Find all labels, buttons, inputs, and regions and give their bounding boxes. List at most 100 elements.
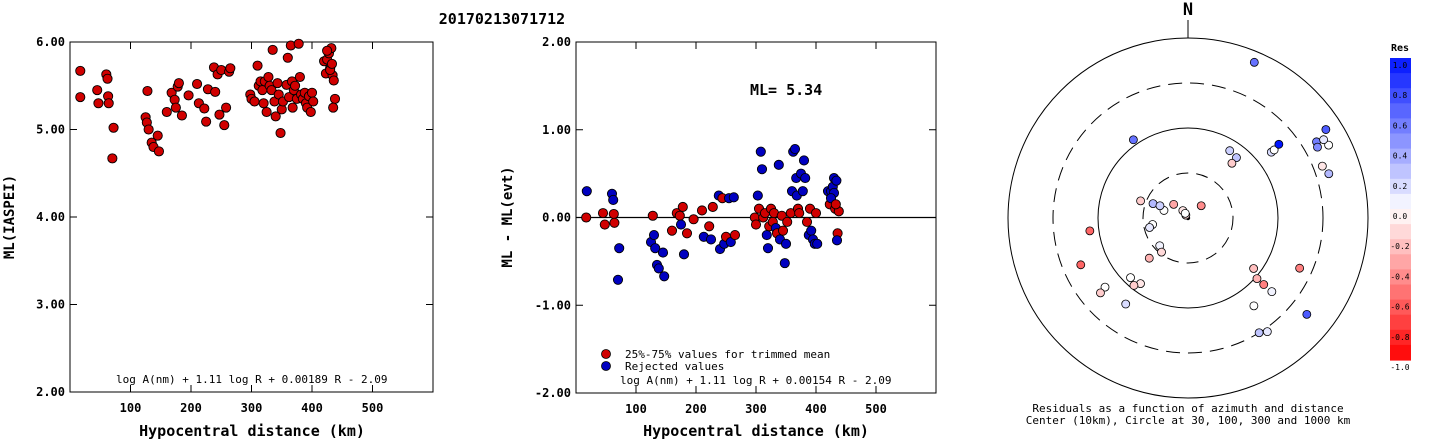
station-residual-point (1145, 223, 1154, 232)
colorbar-cell (1390, 239, 1411, 255)
y-tick-label: -1.00 (535, 298, 571, 312)
station-point (599, 219, 610, 230)
station-point (677, 201, 688, 213)
x-tick-label: 400 (301, 401, 323, 415)
station-point (647, 210, 658, 221)
panel1-points (75, 38, 341, 164)
station-residual-point (1126, 273, 1135, 283)
station-point (93, 98, 104, 109)
rejected-point (678, 249, 690, 260)
station-point (308, 96, 319, 107)
colorbar-ticks: 1.0 0.8 0.6 0.4 0.2 0.0 -0.2 -0.4 -0.6 -0.8 -1.0 (1390, 61, 1409, 372)
colorbar-cell (1390, 58, 1411, 74)
legend-rejected-marker (601, 361, 611, 371)
station-residual-point (1254, 328, 1264, 338)
rejected-point (650, 243, 661, 254)
x-tick-label: 500 (362, 401, 384, 415)
station-point (597, 208, 609, 219)
rejected-point (797, 186, 808, 197)
rejected-point (812, 238, 823, 249)
station-residual-point (1227, 158, 1237, 168)
colorbar-cells (1390, 58, 1411, 361)
residual-colorbar: Res 1.0 0.8 0.6 0.4 0.2 0.0 -0.2 -0.4 -0.6 -0.8 -1… (1390, 43, 1411, 372)
colorbar-cell (1390, 148, 1411, 165)
colorbar-tick-label: 0.0 (1393, 212, 1408, 221)
station-residual-point (1295, 263, 1305, 273)
colorbar-cell (1390, 73, 1411, 89)
colorbar-tick-label: 0.8 (1393, 91, 1408, 100)
station-residual-point (1302, 309, 1312, 319)
colorbar-cell (1390, 133, 1411, 150)
station-residual-point (1136, 196, 1146, 206)
rejected-point (608, 194, 619, 205)
station-point (191, 78, 203, 90)
station-point (261, 106, 272, 118)
rejected-point (806, 225, 817, 236)
rejected-point (675, 219, 687, 230)
station-point (329, 93, 341, 104)
rejected-point (773, 159, 784, 170)
station-residual-point (1121, 299, 1131, 309)
rejected-point (752, 190, 763, 201)
station-point (704, 221, 715, 232)
rejected-point (789, 144, 801, 155)
y-tick-label: 4.00 (36, 210, 65, 224)
station-residual-point (1259, 280, 1269, 289)
station-residual-point (1319, 135, 1329, 145)
station-point (306, 87, 318, 98)
rejected-point (659, 271, 670, 282)
colorbar-cell (1390, 193, 1411, 210)
x-tick-label: 100 (625, 402, 647, 416)
station-point (266, 85, 277, 96)
panel2-x-ticks: 100 200 300 400 500 (625, 42, 887, 416)
station-point (328, 75, 339, 86)
rejected-point (798, 155, 810, 166)
rejected-point (800, 172, 811, 184)
panel-azimuthal-residual-map: N Residuals as a function of azimuth and… (1007, 0, 1369, 427)
y-tick-label: 5.00 (36, 123, 65, 137)
colorbar-tick-label: -0.6 (1390, 303, 1409, 312)
y-tick-label: -2.00 (535, 386, 571, 400)
legend-rejected-label: Rejected values (625, 360, 724, 373)
station-point (161, 106, 172, 118)
station-point (287, 102, 298, 113)
station-residual-point (1324, 169, 1334, 179)
colorbar-tick-label: 0.6 (1393, 121, 1408, 130)
panel1-formula: log A(nm) + 1.11 log R + 0.00189 R - 2.0… (116, 373, 388, 386)
rejected-point (756, 164, 768, 175)
rejected-point (779, 258, 790, 269)
station-point (581, 212, 592, 223)
station-point (270, 111, 281, 122)
colorbar-cell (1390, 103, 1411, 119)
station-point (305, 106, 316, 118)
figure-title: 20170213071712 (439, 10, 565, 28)
station-point (143, 124, 154, 135)
x-tick-label: 400 (805, 402, 827, 416)
station-point (221, 102, 232, 113)
station-point (176, 110, 187, 121)
rejected-point (581, 186, 592, 197)
station-point (293, 38, 304, 49)
station-point (830, 199, 841, 210)
colorbar-cell (1390, 254, 1411, 270)
outer-ring-1000km (1007, 37, 1369, 399)
rejected-point (780, 238, 792, 249)
station-point (75, 92, 86, 103)
colorbar-cell (1390, 88, 1411, 104)
legend-accepted-marker (601, 349, 611, 359)
station-residual-point (1144, 253, 1154, 263)
station-point (170, 102, 181, 113)
station-residual-points (1076, 57, 1334, 338)
panel2-formula: log A(nm) + 1.11 log R + 0.00154 R - 2.0… (620, 374, 892, 387)
station-residual-point (1196, 201, 1206, 211)
colorbar-cell (1390, 269, 1411, 286)
panel1-y-axis-label: ML(IASPEI) (2, 175, 18, 259)
station-point (225, 63, 236, 74)
station-point (199, 103, 210, 114)
station-residual-point (1155, 201, 1165, 211)
station-point (201, 116, 212, 127)
colorbar-cell (1390, 118, 1411, 135)
colorbar-tick-label: -0.8 (1390, 333, 1409, 342)
colorbar-title: Res (1391, 43, 1409, 54)
